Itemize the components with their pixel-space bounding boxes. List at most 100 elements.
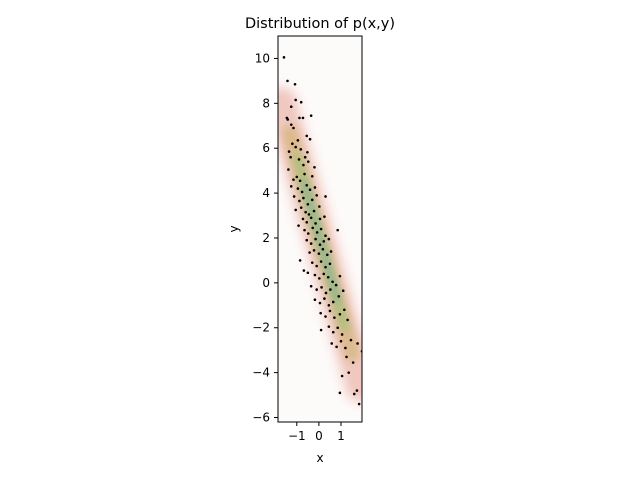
y-tick-label: −2: [252, 321, 270, 335]
data-point: [341, 289, 345, 293]
data-point: [329, 288, 332, 291]
data-point: [297, 158, 301, 161]
data-point: [294, 98, 297, 102]
data-point: [298, 116, 301, 120]
data-point: [315, 231, 319, 234]
data-point: [327, 325, 331, 328]
data-point: [318, 277, 321, 280]
data-point: [326, 275, 330, 279]
plot-frame: [277, 35, 363, 423]
data-point: [289, 105, 293, 108]
data-point: [331, 330, 335, 334]
data-point: [338, 391, 342, 395]
data-point: [305, 220, 309, 224]
data-point: [335, 345, 338, 349]
data-point: [312, 209, 316, 213]
y-tick-label: 2: [262, 231, 270, 245]
data-point: [347, 371, 351, 374]
data-point: [303, 155, 307, 159]
data-point: [340, 374, 344, 378]
data-point: [287, 168, 290, 171]
y-tick-label: 6: [262, 141, 270, 155]
data-point: [304, 210, 307, 214]
data-point: [293, 82, 297, 86]
data-point: [349, 338, 353, 342]
data-point: [344, 346, 347, 350]
x-axis-label: x: [316, 451, 323, 465]
data-point: [314, 237, 317, 241]
data-point: [298, 259, 302, 262]
data-point: [307, 213, 311, 216]
data-point: [329, 250, 333, 253]
x-tick-label: 0: [315, 429, 323, 443]
y-axis-label: y: [227, 225, 241, 232]
data-point: [322, 240, 326, 243]
y-tick-label: −4: [252, 366, 270, 380]
data-point: [306, 160, 310, 163]
data-point: [325, 253, 329, 257]
data-point: [302, 269, 306, 272]
data-point: [313, 165, 316, 169]
data-point: [292, 178, 295, 181]
data-point: [319, 227, 323, 231]
data-point: [309, 114, 313, 117]
data-point: [308, 251, 311, 254]
data-point: [309, 216, 313, 220]
y-tick-label: 0: [262, 276, 270, 290]
y-tick-label: −6: [252, 411, 270, 425]
data-point: [323, 297, 326, 300]
density-band: [301, 179, 340, 303]
data-point: [319, 328, 323, 332]
data-point: [299, 148, 303, 151]
data-point: [289, 123, 293, 126]
data-point: [336, 228, 339, 232]
data-point: [318, 301, 322, 305]
data-point: [324, 265, 327, 269]
y-tick-label: 8: [262, 96, 270, 110]
data-point: [311, 226, 315, 230]
data-point: [306, 271, 310, 275]
data-point: [327, 304, 331, 307]
scatter-points: [282, 56, 362, 406]
data-point: [308, 137, 312, 141]
data-point: [313, 273, 317, 277]
data-point: [294, 145, 297, 149]
plot-area: [277, 35, 363, 423]
data-point: [320, 286, 323, 289]
data-point: [306, 203, 310, 206]
data-point: [305, 134, 309, 138]
data-point: [346, 318, 349, 322]
data-point: [303, 228, 306, 232]
x-axis: −1 0 1: [288, 422, 345, 443]
data-point: [324, 234, 327, 238]
data-point: [310, 261, 314, 264]
x-tick-label: 1: [337, 429, 345, 443]
data-point: [292, 195, 296, 198]
data-point: [352, 392, 356, 396]
data-point: [299, 206, 303, 209]
data-point: [310, 198, 314, 202]
data-point: [334, 283, 338, 287]
data-point: [356, 342, 359, 345]
data-point: [315, 264, 318, 268]
y-tick-label: 4: [262, 186, 270, 200]
data-point: [309, 242, 313, 245]
data-point: [310, 174, 314, 178]
data-point: [289, 185, 293, 188]
data-point: [327, 237, 331, 241]
data-point: [331, 280, 334, 284]
data-point: [318, 217, 322, 221]
x-tick-label: −1: [288, 429, 306, 443]
data-point: [303, 172, 306, 176]
data-point: [328, 309, 332, 313]
data-point: [300, 190, 304, 194]
data-point: [313, 298, 317, 301]
data-point: [324, 291, 328, 295]
data-point: [296, 139, 300, 142]
data-point: [306, 232, 310, 235]
data-point: [315, 194, 318, 197]
data-point: [305, 238, 309, 242]
data-point: [330, 342, 334, 345]
data-point: [337, 295, 341, 298]
